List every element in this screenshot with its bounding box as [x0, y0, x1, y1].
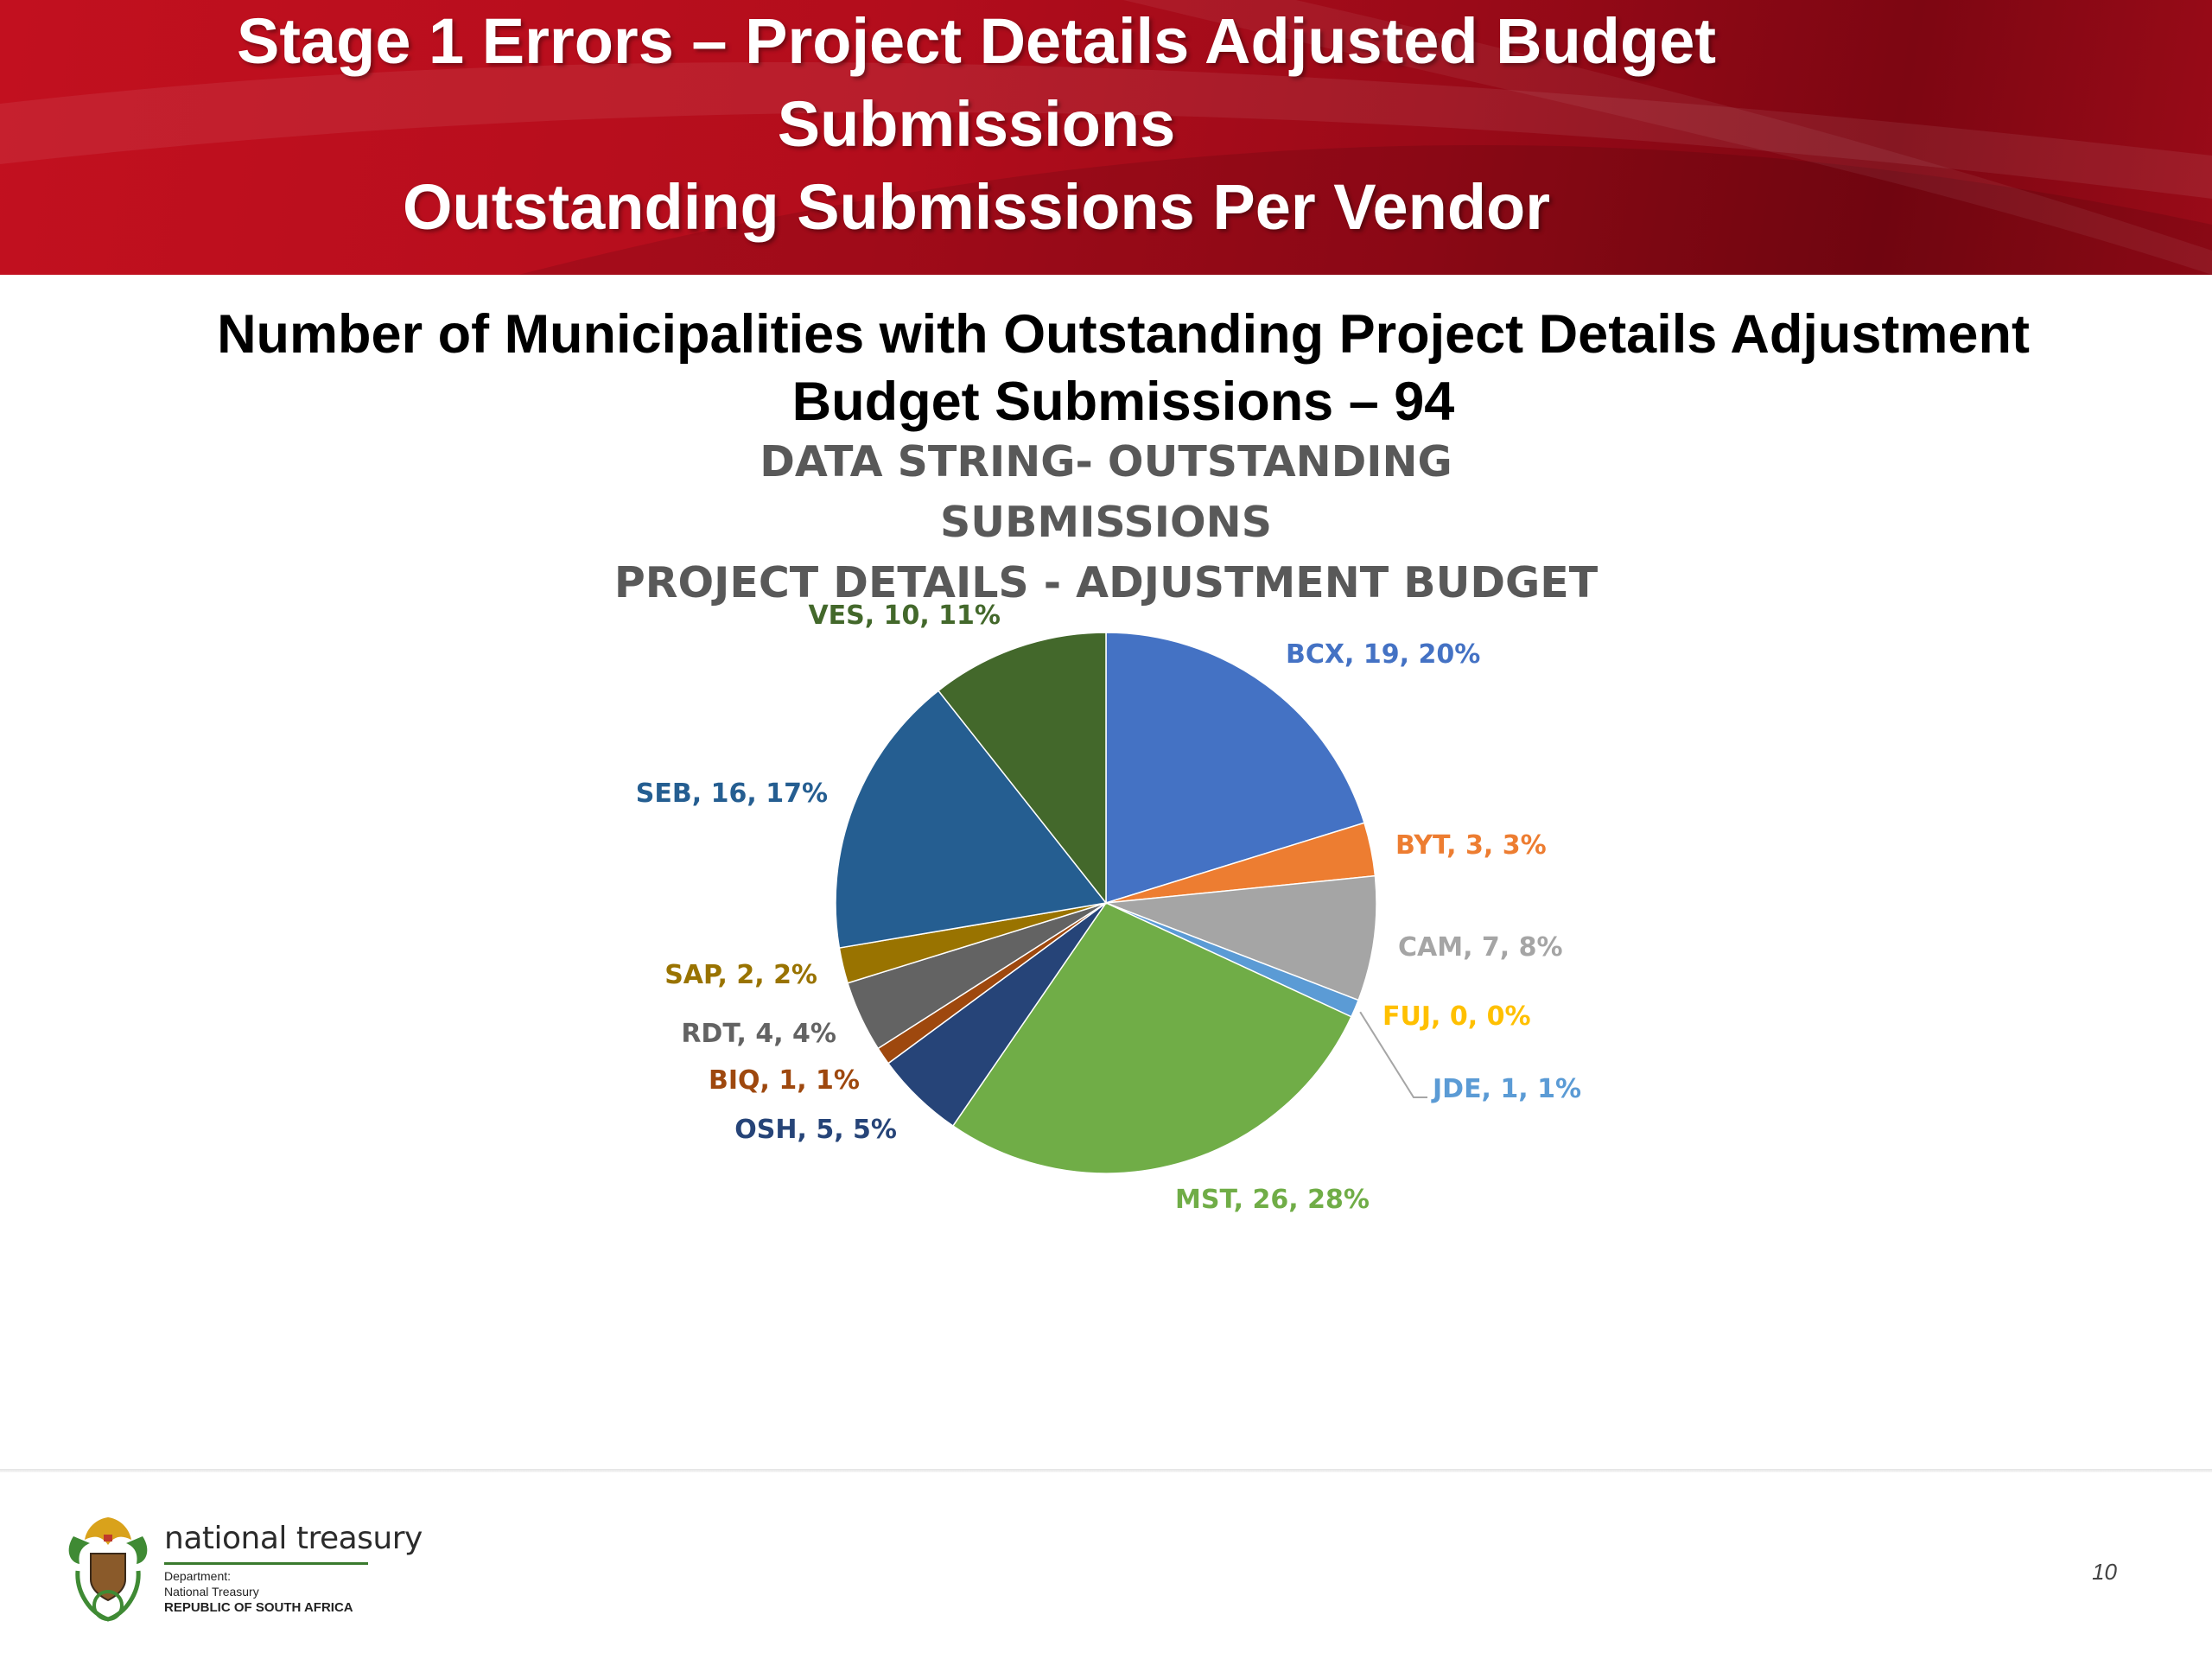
leader-line-jde [1359, 1011, 1427, 1098]
data-label-seb: SEB, 16, 17% [636, 779, 828, 809]
headline-line-1: Number of Municipalities with Outstandin… [217, 304, 2030, 365]
coat-of-arms-logo [68, 1517, 148, 1622]
title-banner: Stage 1 Errors – Project Details Adjuste… [0, 0, 2212, 275]
slide-title: Stage 1 Errors – Project Details Adjuste… [95, 0, 1858, 249]
data-label-byt: BYT, 3, 3% [1395, 830, 1547, 861]
data-label-rdt: RDT, 4, 4% [681, 1019, 836, 1049]
org-dept-name: National Treasury [164, 1585, 259, 1599]
data-label-sap: SAP, 2, 2% [664, 960, 817, 990]
data-label-ves: VES, 10, 11% [808, 601, 1001, 631]
footer-divider [0, 1469, 2212, 1472]
org-name-underline [164, 1562, 368, 1565]
data-label-cam: CAM, 7, 8% [1398, 932, 1563, 963]
pie-slice-cam [1105, 874, 1377, 1001]
headline-line-2: Budget Submissions – 94 [791, 372, 1455, 432]
org-name: national treasury [164, 1521, 423, 1556]
chart-title-line-1: DATA STRING- OUTSTANDING SUBMISSIONS [760, 437, 1452, 547]
slide-title-line-3: Outstanding Submissions Per Vendor [402, 171, 1551, 243]
pie-slice-ves [937, 632, 1107, 906]
slide-title-line-1: Stage 1 Errors – Project Details Adjuste… [236, 5, 1717, 77]
chart-title: DATA STRING- OUTSTANDING SUBMISSIONS PRO… [588, 432, 1624, 613]
slide-headline: Number of Municipalities with Outstandin… [156, 301, 2091, 435]
pie-chart: BCX, 19, 20% BYT, 3, 3% CAM, 7, 8% FUJ, 0, … [636, 601, 1581, 1215]
data-label-fuj: FUJ, 0, 0% [1382, 1001, 1531, 1032]
slide-title-line-2: Submissions [777, 88, 1176, 160]
banner-swoosh-decoration [0, 0, 2212, 275]
data-label-biq: BIQ, 1, 1% [709, 1065, 860, 1096]
org-dept-label: Department: [164, 1569, 232, 1583]
page-number: 10 [2092, 1559, 2117, 1585]
pie-slice-bcx [1105, 632, 1365, 905]
pie-slice-mst [951, 902, 1352, 1174]
data-label-osh: OSH, 5, 5% [734, 1115, 897, 1145]
pie-slice-seb [835, 690, 1108, 949]
org-country: REPUBLIC OF SOUTH AFRICA [164, 1600, 353, 1615]
data-label-bcx: BCX, 19, 20% [1286, 639, 1480, 670]
chart-title-line-2: PROJECT DETAILS - ADJUSTMENT BUDGET [613, 558, 1599, 607]
data-label-jde: JDE, 1, 1% [1431, 1074, 1581, 1104]
data-label-mst: MST, 26, 28% [1175, 1185, 1370, 1215]
